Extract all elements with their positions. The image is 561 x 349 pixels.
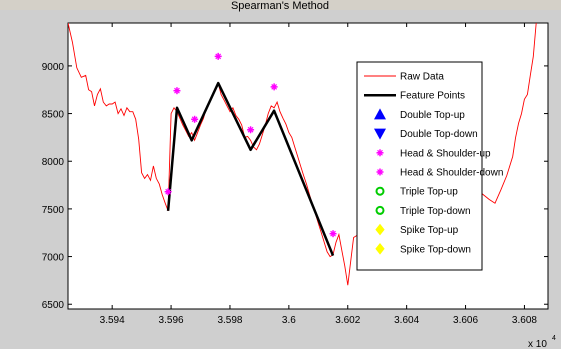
legend-label: Feature Points <box>400 91 465 102</box>
legend-label: Spike Top-down <box>400 244 471 255</box>
legend-box <box>356 61 483 271</box>
legend-circle-icon <box>375 186 385 196</box>
y-tick-label: 9000 <box>42 62 65 73</box>
legend-triangle-up-icon <box>374 108 386 120</box>
legend-diamond-icon <box>375 242 385 255</box>
y-tick-label: 6500 <box>42 300 65 311</box>
y-tick-label: 7500 <box>42 205 65 216</box>
head-shoulder-marker <box>191 115 199 123</box>
legend-label: Double Top-up <box>400 110 465 121</box>
x-tick-label: 3.606 <box>453 315 478 326</box>
legend-triangle-down-icon <box>374 128 386 140</box>
window-title: Spearman's Method <box>231 0 329 12</box>
y-tick-label: 8500 <box>42 110 65 121</box>
x-exponent-label: x 10 <box>528 339 547 349</box>
head-shoulder-marker <box>270 83 278 91</box>
x-tick-label: 3.596 <box>159 315 184 326</box>
x-tick-label: 3.602 <box>335 315 360 326</box>
y-tick-label: 7000 <box>42 253 65 264</box>
head-shoulder-marker <box>164 188 172 196</box>
legend: Raw Data Feature Points Double Top-up Doubl… <box>356 61 503 271</box>
legend-label: Head & Shoulder-up <box>400 148 491 159</box>
head-shoulder-marker <box>329 230 337 238</box>
x-tick-label: 3.598 <box>217 315 242 326</box>
legend-star-icon <box>376 168 384 176</box>
legend-label: Raw Data <box>400 72 444 83</box>
head-shoulder-marker <box>247 126 255 134</box>
y-tick-label: 8000 <box>42 157 65 168</box>
legend-circle-icon <box>375 205 385 215</box>
x-tick-label: 3.608 <box>512 315 537 326</box>
legend-label: Double Top-down <box>400 129 478 140</box>
legend-label: Head & Shoulder-down <box>400 168 503 179</box>
x-tick-label: 3.6 <box>282 315 296 326</box>
x-exponent-power: 4 <box>552 335 556 342</box>
x-axis: 3.594 3.596 3.598 3.6 3.602 3.604 3.606 3.608 <box>100 23 537 326</box>
title-bar <box>0 0 561 10</box>
head-shoulder-marker <box>173 87 181 95</box>
feature-points-line <box>166 81 335 257</box>
legend-diamond-icon <box>375 223 385 236</box>
legend-label: Spike Top-up <box>400 225 459 236</box>
legend-label: Triple Top-down <box>400 206 471 217</box>
legend-label: Triple Top-up <box>400 187 458 198</box>
legend-star-icon <box>376 149 384 157</box>
y-axis: 6500 7000 7500 8000 8500 9000 <box>42 62 548 311</box>
x-tick-label: 3.604 <box>394 315 419 326</box>
head-shoulder-marker <box>214 52 222 60</box>
x-tick-label: 3.594 <box>100 315 125 326</box>
